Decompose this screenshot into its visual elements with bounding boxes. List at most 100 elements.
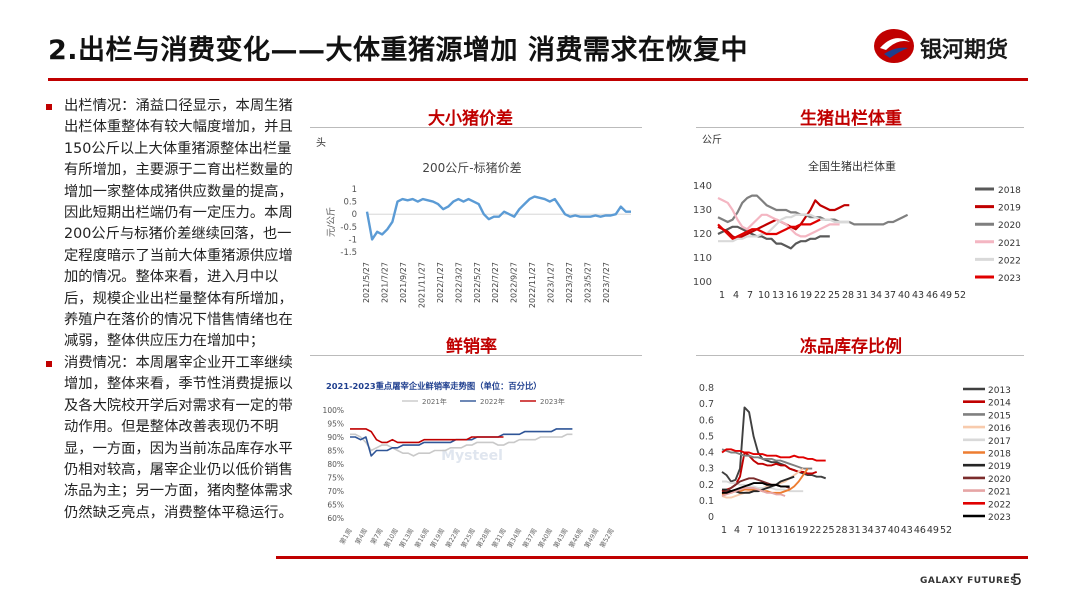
legend-label: 2018 <box>998 186 1021 196</box>
x-tick-label: 第1周 <box>337 527 353 546</box>
series-line-2017 <box>722 480 804 493</box>
x-tick-label: 40 <box>888 525 900 536</box>
y-tick-label: 110 <box>693 253 712 264</box>
x-tick-label: 2023/3/27 <box>565 262 574 303</box>
x-tick-label: 2022/7/27 <box>491 262 500 303</box>
panel-rule <box>310 355 642 356</box>
series-line-2022 <box>721 448 826 462</box>
x-tick-label: 43 <box>912 290 924 301</box>
y-tick-label: 0.3 <box>699 464 714 475</box>
x-tick-label: 31 <box>849 525 861 536</box>
y-tick-label: 0.5 <box>343 198 357 208</box>
x-tick-label: 25 <box>822 525 834 536</box>
legend-label: 2021 <box>998 239 1021 249</box>
legend-label: 2017 <box>988 437 1011 447</box>
series-line-2023 <box>722 482 790 494</box>
y-tick-label: 95% <box>327 420 344 429</box>
y-tick-label: 100% <box>323 406 344 415</box>
x-tick-label: 43 <box>901 525 913 536</box>
x-tick-label: 40 <box>898 290 910 301</box>
x-tick-label: 37 <box>884 290 896 301</box>
x-tick-label: 2022/5/27 <box>473 262 482 303</box>
bullet-marker-icon <box>46 360 52 367</box>
bullet-consumption: 消费情况：本周屠宰企业开工率继续增加，整体来看，季节性消费提振以及各大院校开学后… <box>42 353 294 524</box>
y-tick-label: 1 <box>352 185 357 195</box>
series-line-2014 <box>721 451 818 493</box>
x-tick-label: 2022/9/27 <box>510 262 519 303</box>
y-tick-label: 0.2 <box>699 480 714 491</box>
legend-label: 2022年 <box>480 397 505 406</box>
x-tick-label: 31 <box>856 290 868 301</box>
legend-label: 2022 <box>988 500 1011 510</box>
supply-text: 出栏情况：涌益口径显示，本周生猪出栏体重整体有较大幅度增加，并且150公斤以上大… <box>64 98 293 350</box>
y-tick-label: 60% <box>327 514 344 523</box>
x-tick-label: 1 <box>719 290 725 301</box>
x-tick-label: 4 <box>733 290 739 301</box>
header-rule <box>48 78 1028 81</box>
x-tick-label: 2021/5/27 <box>362 262 371 303</box>
x-tick-label: 1 <box>721 525 727 536</box>
series-line-2015 <box>721 448 813 470</box>
x-tick-label: 7 <box>747 525 753 536</box>
chart-title: 200公斤-标猪价差 <box>422 161 521 175</box>
legend-label: 2019 <box>998 204 1021 214</box>
watermark: Mysteel <box>441 448 503 464</box>
x-tick-label: 2021/7/27 <box>380 262 389 303</box>
x-tick-label: 2021/9/27 <box>399 262 408 303</box>
chart-title: 全国生猪出栏体重 <box>808 159 896 173</box>
y-tick-label: 0 <box>708 512 714 523</box>
series-line-spread <box>365 195 631 241</box>
x-tick-label: 28 <box>842 290 854 301</box>
panel-title-price-spread: 大小猪价差 <box>428 109 513 129</box>
x-tick-label: 19 <box>800 290 812 301</box>
y-tick-label: 70% <box>327 487 344 496</box>
x-tick-label: 19 <box>796 525 808 536</box>
x-tick-label: 第4周 <box>353 527 369 546</box>
y-tick-label: 90% <box>327 433 344 442</box>
series-line-2021年 <box>350 433 573 457</box>
y-tick-label: 0.5 <box>699 431 714 442</box>
unit-label: 头 <box>316 137 326 149</box>
y-tick-label: 100 <box>693 277 712 288</box>
legend-label: 2015 <box>988 411 1011 421</box>
x-tick-label: 22 <box>809 525 821 536</box>
x-tick-label: 10 <box>757 525 769 536</box>
x-tick-label: 34 <box>870 290 882 301</box>
legend-label: 2023 <box>998 274 1021 284</box>
series-line-2022 <box>718 213 850 243</box>
x-tick-label: 25 <box>828 290 840 301</box>
bullet-supply: 出栏情况：涌益口径显示，本周生猪出栏体重整体有较大幅度增加，并且150公斤以上大… <box>42 96 294 353</box>
x-tick-label: 2023/7/27 <box>602 262 611 303</box>
series-line-2021 <box>721 487 786 497</box>
bullet-marker-icon <box>46 104 52 110</box>
x-tick-label: 第7周 <box>368 527 384 546</box>
y-tick-label: 120 <box>693 229 712 240</box>
x-tick-label: 第52周 <box>597 527 615 550</box>
x-tick-label: 7 <box>747 290 753 301</box>
y-tick-label: -1 <box>349 235 357 245</box>
panel-title-frozen: 冻品库存比例 <box>800 337 902 357</box>
legend-label: 2020 <box>988 475 1011 485</box>
x-tick-label: 2023/1/27 <box>547 262 556 303</box>
y-tick-label: 80% <box>327 460 344 469</box>
legend-label: 2014 <box>988 399 1011 409</box>
legend-label: 2016 <box>988 424 1011 434</box>
y-tick-label: 140 <box>693 181 712 192</box>
x-tick-label: 16 <box>786 290 798 301</box>
series-line-2023年 <box>350 428 504 444</box>
x-tick-label: 4 <box>734 525 740 536</box>
y-axis-label: 元/公斤 <box>326 207 337 237</box>
x-tick-label: 2022/3/27 <box>454 262 463 303</box>
x-tick-label: 16 <box>783 525 795 536</box>
x-tick-label: 2022/1/27 <box>436 262 445 303</box>
y-tick-label: 85% <box>327 447 344 456</box>
y-tick-label: 0.8 <box>699 383 714 394</box>
galaxy-logo-icon <box>874 29 914 63</box>
x-tick-label: 46 <box>914 525 926 536</box>
legend-label: 2013 <box>988 386 1011 396</box>
legend-label: 2021年 <box>422 397 447 406</box>
panel-title-fresh-sales: 鲜销率 <box>446 337 497 357</box>
unit-label: 公斤 <box>702 134 722 146</box>
chart-title: 2021-2023重点屠宰企业鲜销率走势图（单位：百分比） <box>326 381 542 391</box>
